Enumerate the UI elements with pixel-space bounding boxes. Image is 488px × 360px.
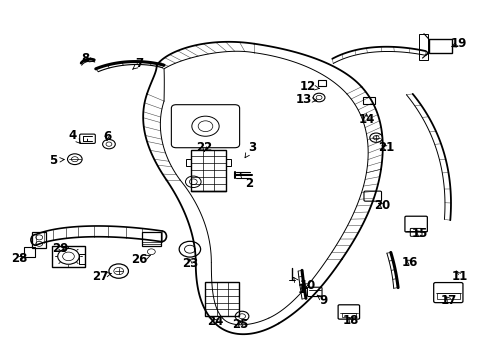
Text: 13: 13	[295, 93, 316, 106]
Text: 15: 15	[411, 227, 427, 240]
Bar	[32, 231, 46, 248]
Text: 20: 20	[373, 199, 389, 212]
Text: 1: 1	[293, 278, 305, 296]
Text: 3: 3	[244, 141, 255, 158]
Bar	[418, 34, 427, 59]
Text: 21: 21	[377, 141, 393, 154]
Text: 29: 29	[52, 242, 68, 255]
Bar	[205, 282, 238, 316]
Text: 9: 9	[316, 294, 327, 307]
Bar	[436, 293, 459, 299]
Text: 11: 11	[451, 270, 467, 283]
Text: 7: 7	[132, 57, 143, 70]
Bar	[79, 254, 85, 264]
Text: 6: 6	[102, 130, 111, 144]
Text: 18: 18	[342, 314, 358, 327]
Text: 23: 23	[182, 257, 198, 270]
Text: 25: 25	[232, 318, 248, 331]
Text: 17: 17	[440, 294, 456, 307]
Bar	[142, 232, 160, 246]
Bar	[52, 246, 85, 267]
Text: 10: 10	[299, 279, 315, 292]
Text: 2: 2	[240, 174, 253, 190]
Text: 24: 24	[206, 315, 223, 328]
Text: 14: 14	[358, 113, 374, 126]
Bar	[317, 80, 326, 86]
Bar	[428, 39, 451, 53]
Text: 19: 19	[450, 37, 466, 50]
Bar	[363, 97, 374, 104]
Bar	[225, 159, 230, 166]
Text: 4: 4	[69, 129, 81, 143]
Text: 28: 28	[11, 252, 27, 265]
Text: 8: 8	[81, 51, 94, 64]
Text: 12: 12	[299, 80, 319, 93]
Text: 26: 26	[131, 253, 150, 266]
Bar	[341, 313, 355, 317]
Text: 22: 22	[196, 141, 212, 154]
Bar	[190, 149, 225, 191]
Bar	[185, 159, 190, 166]
Bar	[24, 247, 35, 257]
Text: 5: 5	[49, 154, 64, 167]
Text: 27: 27	[92, 270, 111, 283]
Text: 16: 16	[401, 256, 418, 269]
